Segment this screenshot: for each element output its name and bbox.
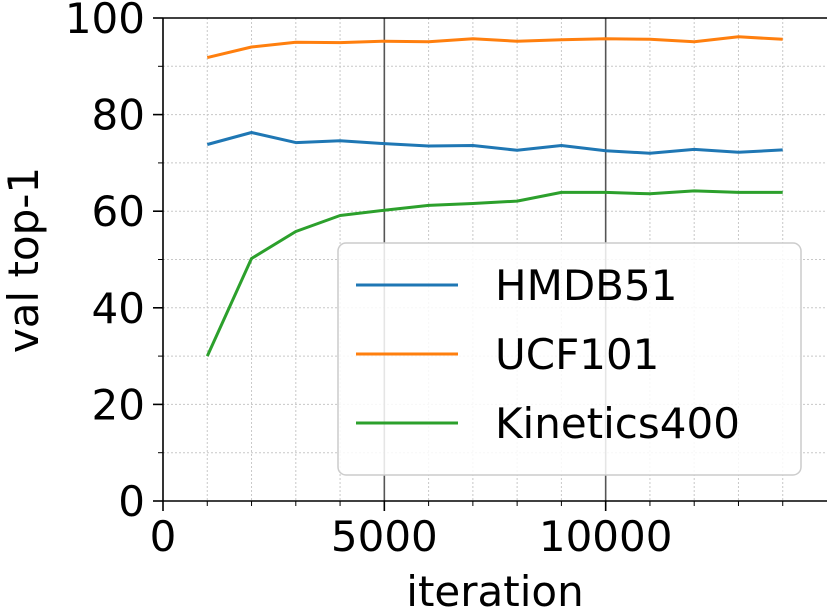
legend-label-ucf101: UCF101 bbox=[495, 330, 659, 379]
x-tick-label: 0 bbox=[150, 512, 177, 561]
series-line-hmdb51 bbox=[206, 131, 783, 155]
y-axis-label: val top-1 bbox=[0, 167, 48, 353]
x-axis-label: iteration bbox=[406, 567, 583, 611]
series-layer bbox=[205, 35, 783, 357]
legend-box bbox=[337, 242, 802, 476]
y-tick-label: 100 bbox=[65, 0, 145, 43]
y-tick-label: 40 bbox=[92, 284, 145, 333]
x-tick-label: 5000 bbox=[331, 512, 438, 561]
y-tick-label: 20 bbox=[92, 380, 145, 429]
x-tick-label: 10000 bbox=[539, 512, 673, 561]
series-line-ucf101 bbox=[206, 35, 783, 60]
y-tick-label: 0 bbox=[118, 477, 145, 526]
legend-label-kinetics400: Kinetics400 bbox=[495, 399, 740, 448]
legend: HMDB51 UCF101 Kinetics400 bbox=[337, 242, 802, 476]
y-tick-label: 60 bbox=[92, 187, 145, 236]
axis-ticks: 0 5000 10000 0 20 40 60 80 100 bbox=[65, 0, 784, 561]
legend-label-hmdb51: HMDB51 bbox=[495, 261, 677, 310]
series-line-kinetics400 bbox=[205, 189, 783, 357]
y-tick-label: 80 bbox=[92, 91, 145, 140]
